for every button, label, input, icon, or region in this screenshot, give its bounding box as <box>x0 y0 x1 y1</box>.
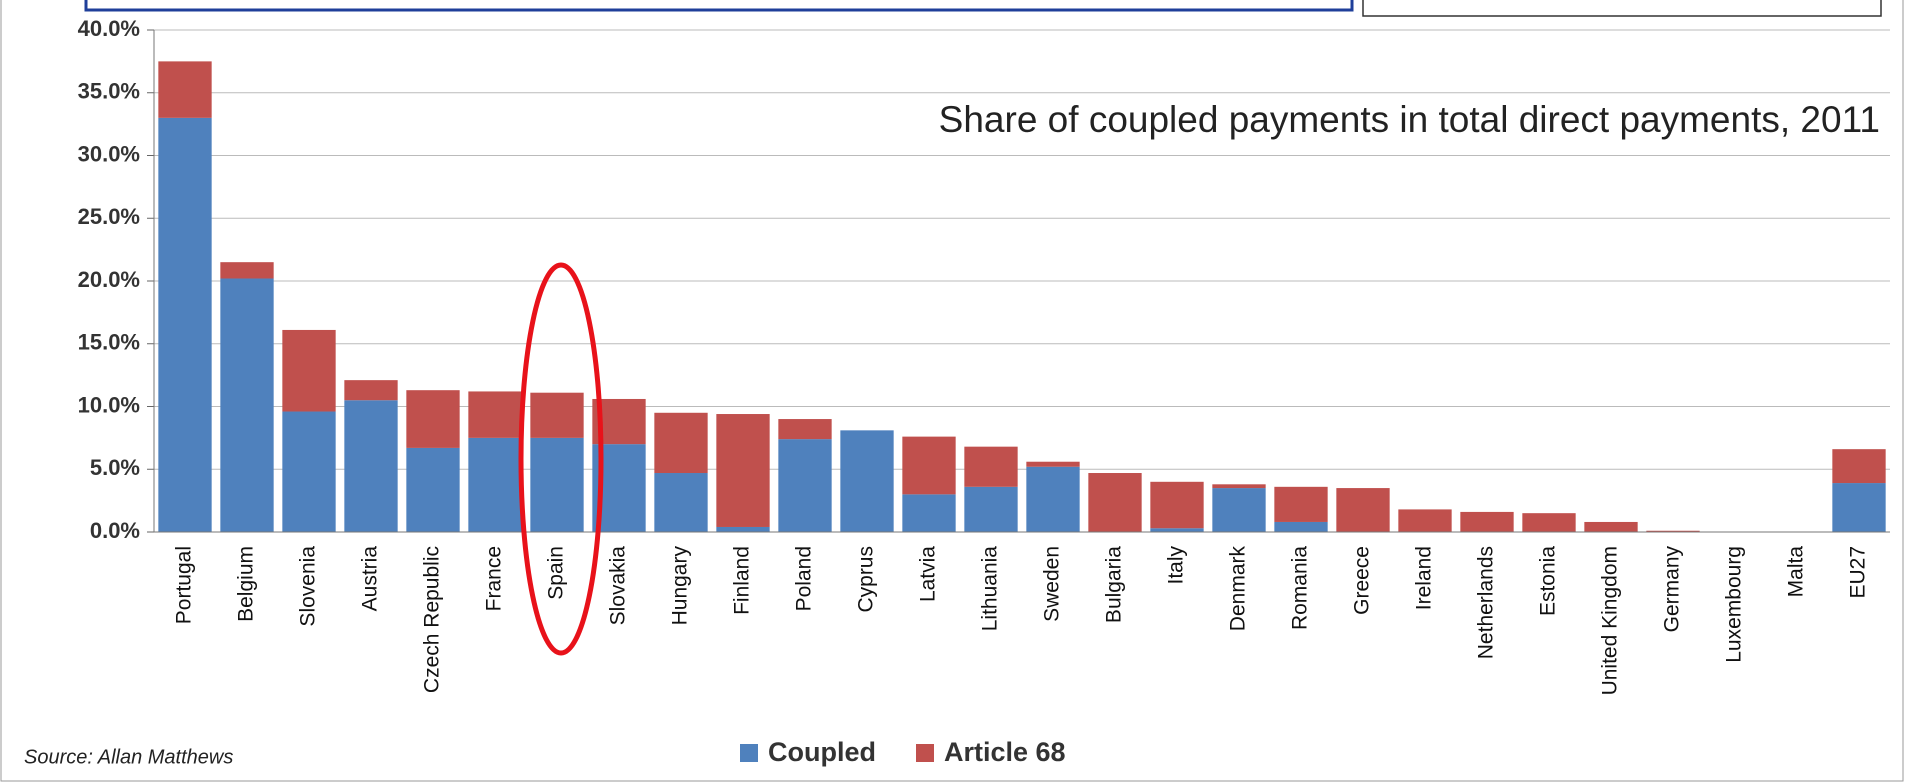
bar-segment <box>778 439 832 532</box>
x-tick-label: Sweden <box>1041 546 1064 622</box>
source: Source: Allan Matthews <box>24 746 233 768</box>
x-tick-label: Lithuania <box>979 546 1002 632</box>
x-tick-label: Czech Republic <box>421 546 444 693</box>
bar-segment <box>840 430 894 532</box>
x-tick-label: Finland <box>731 546 754 615</box>
y-tick-label: 0.0% <box>90 518 140 543</box>
bar-segment <box>1646 530 1700 532</box>
highlight-ellipse <box>518 262 604 656</box>
bar-segment <box>158 117 212 532</box>
x-tick-label: Hungary <box>669 546 692 626</box>
bar-segment <box>902 436 956 495</box>
bar-segment <box>468 437 522 532</box>
bar-segment <box>1088 473 1142 532</box>
bar-segment <box>220 278 274 532</box>
x-tick-label: Spain <box>545 546 568 600</box>
x-tick-label: Malta <box>1785 546 1808 598</box>
bar-segment <box>1274 521 1328 532</box>
x-tick-label: Germany <box>1661 546 1684 633</box>
bar-segment <box>964 446 1018 487</box>
bar-segment <box>716 526 770 532</box>
legend-swatch <box>916 744 934 762</box>
x-tick-label: Portugal <box>173 546 196 624</box>
x-tick-label: Romania <box>1289 546 1312 630</box>
y-tick-label: 15.0% <box>78 330 140 355</box>
x-tick-label: France <box>483 546 506 611</box>
bar-segment <box>158 61 212 118</box>
x-tick-label: Slovakia <box>607 546 630 626</box>
bar-segment <box>406 390 460 448</box>
note-box <box>1362 0 1882 17</box>
y-tick-label: 5.0% <box>90 455 140 480</box>
x-tick-label: EU27 <box>1847 546 1870 599</box>
bar-segment <box>530 392 584 438</box>
bar-segment <box>1584 521 1638 532</box>
x-tick-label: Poland <box>793 546 816 611</box>
bar-segment <box>1026 466 1080 532</box>
x-tick-label: Italy <box>1165 546 1188 585</box>
bar-segment <box>654 473 708 532</box>
x-tick-label: Slovenia <box>297 546 320 627</box>
bar-segment <box>344 400 398 532</box>
x-tick-label: Ireland <box>1413 546 1436 610</box>
bar-segment <box>1336 488 1390 532</box>
bar-segment <box>964 486 1018 532</box>
bar-segment <box>1274 486 1328 522</box>
x-tick-label: Estonia <box>1537 546 1560 616</box>
y-tick-label: 25.0% <box>78 204 140 229</box>
header-box <box>84 0 1354 12</box>
bar-segment <box>1832 449 1886 484</box>
chart-title: Share of coupled payments in total direc… <box>939 99 1880 140</box>
bar-segment <box>1150 528 1204 532</box>
bar-segment <box>778 419 832 440</box>
x-tick-label: Netherlands <box>1475 546 1498 659</box>
y-tick-label: 40.0% <box>78 16 140 41</box>
y-tick-label: 35.0% <box>78 79 140 104</box>
y-tick-label: 20.0% <box>78 267 140 292</box>
bar-segment <box>344 380 398 401</box>
bar-segment <box>468 391 522 438</box>
bar-segment <box>1398 509 1452 532</box>
x-tick-label: Belgium <box>235 546 258 622</box>
bar-segment <box>1026 461 1080 467</box>
x-tick-label: Denmark <box>1227 546 1250 632</box>
x-tick-label: Cyprus <box>855 546 878 613</box>
x-tick-label: Austria <box>359 546 382 612</box>
bar-segment <box>530 437 584 532</box>
bar-segment <box>406 447 460 532</box>
bar-segment <box>1832 483 1886 532</box>
legend-label: Article 68 <box>944 737 1066 767</box>
x-tick-label: Greece <box>1351 546 1374 615</box>
bar-segment <box>1522 513 1576 532</box>
bar-segment <box>282 411 336 532</box>
bar-segment <box>1150 481 1204 529</box>
x-tick-label: Latvia <box>917 546 940 602</box>
bar-segment <box>282 329 336 412</box>
bar-segment <box>220 262 274 279</box>
y-tick-label: 30.0% <box>78 141 140 166</box>
legend-label: Coupled <box>768 737 876 767</box>
x-tick-label: Luxembourg <box>1723 546 1746 663</box>
x-tick-label: United Kingdom <box>1599 546 1622 695</box>
bar-segment <box>654 412 708 474</box>
bar-segment <box>1212 488 1266 532</box>
bar-segment <box>902 494 956 532</box>
bar-segment <box>716 414 770 527</box>
bar-segment <box>1212 484 1266 489</box>
x-tick-label: Bulgaria <box>1103 546 1126 623</box>
y-tick-label: 10.0% <box>78 392 140 417</box>
legend-swatch <box>740 744 758 762</box>
bar-segment <box>1460 511 1514 532</box>
